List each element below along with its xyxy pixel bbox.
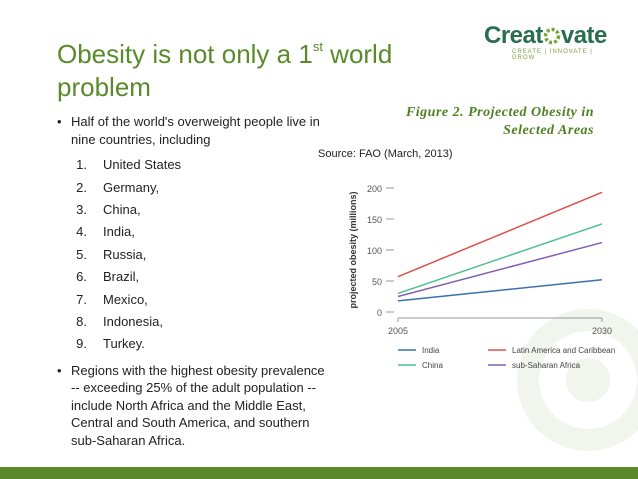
logo-tagline: CREATE | INNOVATE | GROW <box>512 49 593 61</box>
country-number: 8. <box>76 313 87 329</box>
footer-bar <box>0 467 638 479</box>
country-item: 8. Indonesia, <box>57 311 329 333</box>
logo-o-icon <box>543 27 561 45</box>
country-number: 4. <box>76 224 87 240</box>
series-line-1 <box>397 223 603 295</box>
country-name: Mexico, <box>103 291 148 307</box>
country-name: China, <box>103 201 141 217</box>
gear-watermark-icon <box>517 309 638 451</box>
title-superscript: st <box>312 39 323 54</box>
bullet-text: Half of the world's overweight people li… <box>71 114 320 147</box>
bullet-obesity-regions: • Regions with the highest obesity preva… <box>57 362 329 450</box>
legend-label: sub-Saharan Africa <box>512 361 581 370</box>
country-name: Germany, <box>103 179 160 195</box>
country-item: 6. Brazil, <box>57 266 329 288</box>
obesity-line-chart: 0 50 100 150 200 2005 2030 projected obesity (m… <box>348 184 615 370</box>
country-number: 3. <box>76 201 87 217</box>
country-name: Indonesia, <box>103 313 163 329</box>
figure-caption: Figure 2. Projected Obesity in Selected … <box>352 104 594 140</box>
bullet-list: • Half of the world's overweight people … <box>57 113 329 450</box>
x-tick-label: 2030 <box>592 326 612 336</box>
y-tick-label: 50 <box>372 277 382 287</box>
country-item: 2. Germany, <box>57 177 329 199</box>
title-part1: Obesity is not only a 1 <box>57 39 313 69</box>
country-number: 9. <box>76 336 87 352</box>
country-number: 7. <box>76 291 87 307</box>
y-tick-label: 0 <box>377 308 382 318</box>
country-name: Turkey. <box>103 336 145 352</box>
y-axis-label: projected obesity (millions) <box>348 191 358 308</box>
title-part2: world problem <box>57 39 393 102</box>
legend-label: China <box>422 361 443 370</box>
country-item: 5. Russia, <box>57 244 329 266</box>
country-name: United States <box>103 157 182 173</box>
country-number: 6. <box>76 269 87 285</box>
x-tick-label: 2005 <box>388 326 408 336</box>
legend-label: India <box>422 346 440 355</box>
country-name: India, <box>103 224 135 240</box>
bullet-text: Regions with the highest obesity prevale… <box>71 362 325 449</box>
country-item: 4. India, <box>57 221 329 243</box>
country-number: 5. <box>76 246 87 262</box>
creatovate-logo: Creat vate CREATE | INNOVATE | GROW <box>484 24 614 64</box>
country-list: 1. United States 2. Germany, 3. China, 4. India… <box>57 154 329 356</box>
country-item: 9. Turkey. <box>57 333 329 355</box>
y-tick-label: 100 <box>367 246 382 256</box>
country-item: 1. United States <box>57 154 329 176</box>
y-tick-label: 200 <box>367 184 382 194</box>
country-number: 1. <box>76 157 87 173</box>
chart-source: Source: FAO (March, 2013) <box>318 148 453 160</box>
slide-title: Obesity is not only a 1st world problem <box>57 30 447 104</box>
bullet-marker: • <box>57 362 62 378</box>
country-name: Brazil, <box>103 269 140 285</box>
logo-text-end: vate <box>560 22 608 49</box>
figure-caption-line1: Figure 2. Projected Obesity in <box>405 105 594 120</box>
figure-caption-line2: Selected Areas <box>503 123 594 138</box>
logo-text-start: Creat <box>484 22 543 49</box>
legend-label: Latin America and Caribbean <box>512 346 615 355</box>
series-line-3 <box>397 241 603 298</box>
y-tick-label: 150 <box>367 215 382 225</box>
country-name: Russia, <box>103 246 147 262</box>
bullet-marker: • <box>57 114 62 129</box>
bullet-overweight-countries: • Half of the world's overweight people … <box>57 113 329 148</box>
series-line-0 <box>397 279 603 302</box>
country-item: 7. Mexico, <box>57 289 329 311</box>
country-number: 2. <box>76 179 87 195</box>
series-line-2 <box>397 191 603 278</box>
country-item: 3. China, <box>57 199 329 221</box>
